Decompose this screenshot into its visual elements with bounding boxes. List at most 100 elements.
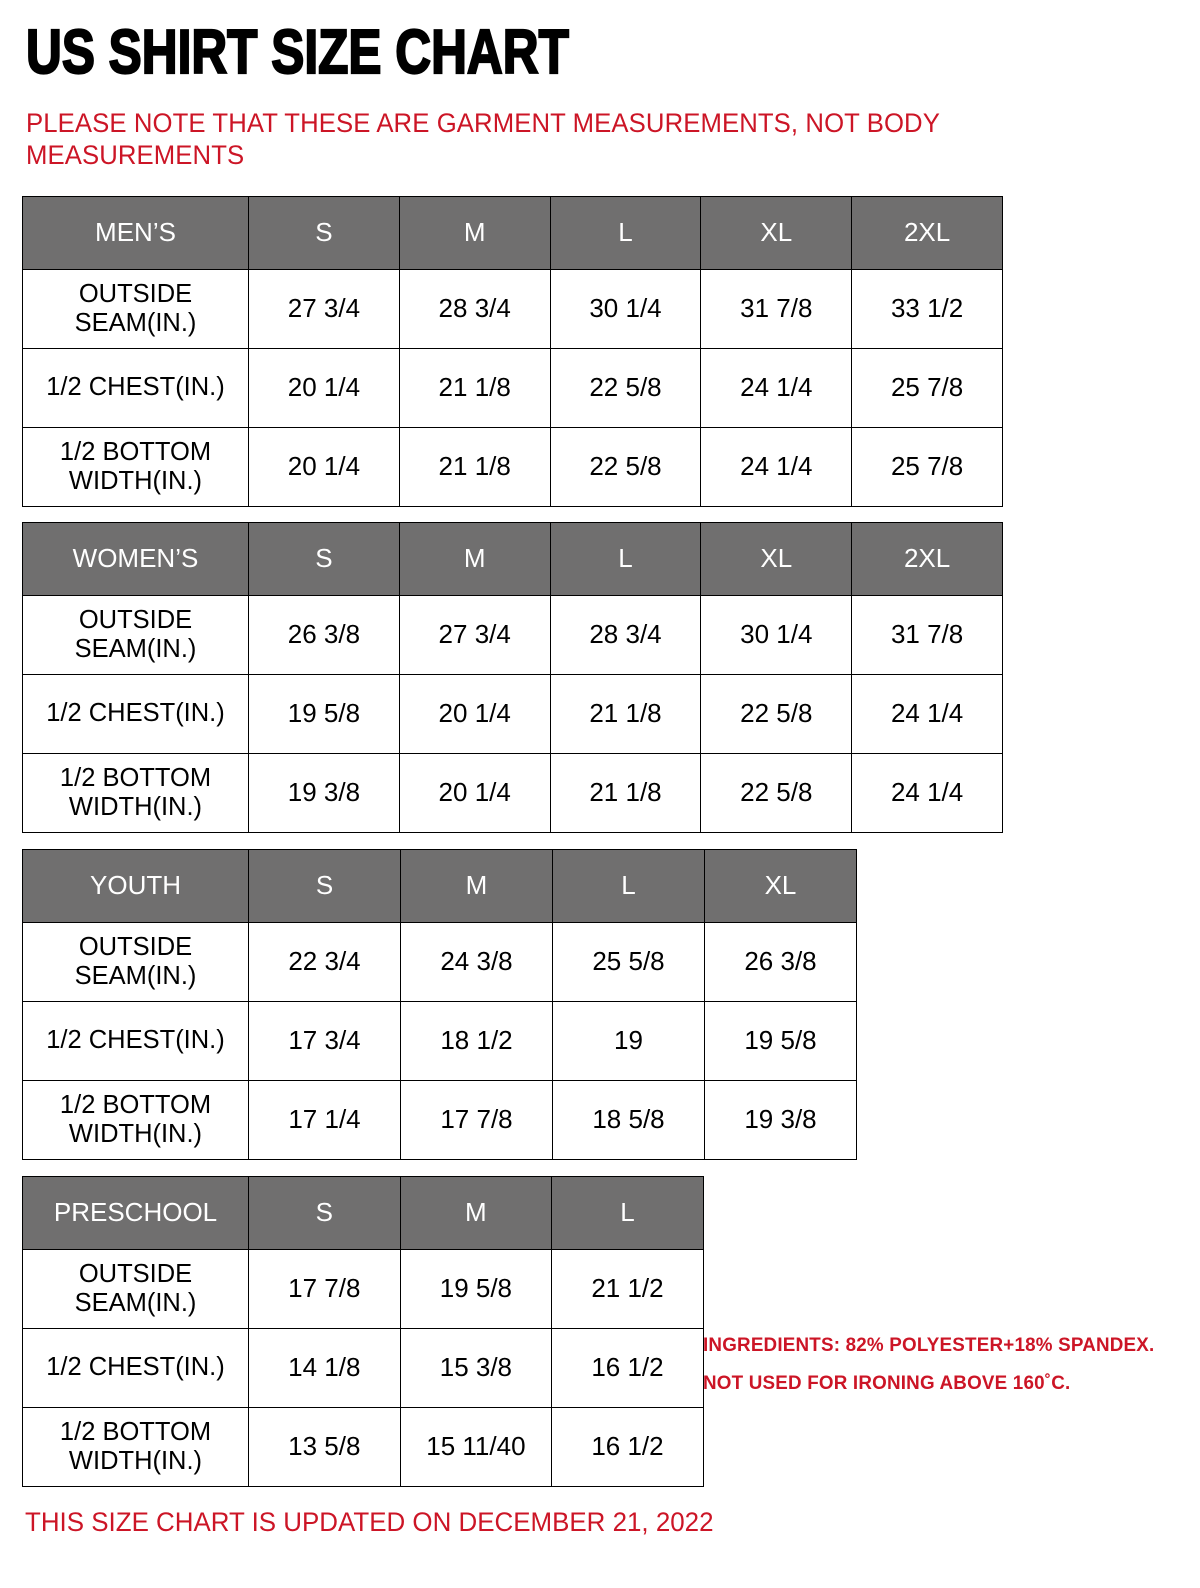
youth-header-s: S (248, 849, 401, 923)
cell-value: 15 11/40 (399, 1407, 553, 1487)
row-label-outside-seam: OUTSIDE SEAM(IN.) (22, 269, 249, 349)
table-row: OUTSIDE SEAM(IN.) 26 3/8 27 3/4 28 3/4 3… (22, 595, 1003, 675)
cell-value: 19 5/8 (704, 1001, 857, 1081)
row-label-line2: WIDTH(IN.) (68, 793, 203, 821)
cell-value: 22 5/8 (549, 348, 702, 428)
garment-measurement-note: PLEASE NOTE THAT THESE ARE GARMENT MEASU… (26, 108, 940, 170)
cell-value: 25 7/8 (851, 348, 1003, 428)
cell-value: 27 3/4 (248, 269, 400, 349)
womens-header-xl: XL (700, 522, 853, 596)
cell-value: 19 3/8 (704, 1080, 857, 1160)
mens-header-s: S (248, 196, 400, 270)
cell-value: 26 3/8 (704, 922, 857, 1002)
row-label-half-chest: 1/2 CHEST(IN.) (22, 1001, 249, 1081)
cell-value: 30 1/4 (700, 595, 853, 675)
cell-value: 22 3/4 (248, 922, 401, 1002)
row-label-half-chest: 1/2 CHEST(IN.) (22, 348, 249, 428)
cell-value: 21 1/8 (398, 348, 551, 428)
table-row: 1/2 BOTTOM WIDTH(IN.) 19 3/8 20 1/4 21 1… (22, 753, 1003, 833)
row-label-line1: 1/2 BOTTOM (59, 1417, 212, 1446)
mens-header-xl: XL (700, 196, 853, 270)
row-label-line1: OUTSIDE (78, 605, 193, 634)
womens-header-category: WOMEN’S (22, 522, 249, 596)
cell-value: 28 3/4 (398, 269, 551, 349)
cell-value: 20 1/4 (248, 348, 400, 428)
mens-header-2xl: 2XL (851, 196, 1003, 270)
cell-value: 17 1/4 (248, 1080, 401, 1160)
cell-value: 24 1/4 (851, 674, 1003, 754)
updated-date-note: THIS SIZE CHART IS UPDATED ON DECEMBER 2… (25, 1507, 714, 1537)
cell-value: 24 1/4 (851, 753, 1003, 833)
table-row: OUTSIDE SEAM(IN.) 22 3/4 24 3/8 25 5/8 2… (22, 922, 857, 1002)
womens-header-2xl: 2XL (851, 522, 1003, 596)
page-title: US SHIRT SIZE CHART (25, 18, 570, 87)
cell-value: 15 3/8 (399, 1328, 553, 1408)
row-label-line2: SEAM(IN.) (74, 635, 197, 663)
mens-size-table: MEN’S S M L XL 2XL OUTSIDE SEAM(IN.) 27 … (22, 196, 1003, 507)
table-row: 1/2 BOTTOM WIDTH(IN.) 13 5/8 15 11/40 16… (22, 1407, 704, 1487)
preschool-header-m: M (399, 1176, 553, 1250)
row-label-line1: 1/2 BOTTOM (59, 763, 212, 792)
row-label-half-bottom-width: 1/2 BOTTOM WIDTH(IN.) (22, 1407, 249, 1487)
row-label-line1: OUTSIDE (78, 1259, 193, 1288)
ingredients-note: INGREDIENTS: 82% POLYESTER+18% SPANDEX. … (703, 1327, 1178, 1403)
cell-value: 16 1/2 (551, 1407, 704, 1487)
table-row: OUTSIDE SEAM(IN.) 27 3/4 28 3/4 30 1/4 3… (22, 269, 1003, 349)
table-header-row: MEN’S S M L XL 2XL (22, 196, 1003, 270)
cell-value: 24 3/8 (400, 922, 553, 1002)
row-label-line1: 1/2 BOTTOM (59, 1090, 212, 1119)
mens-header-m: M (398, 196, 551, 270)
cell-value: 22 5/8 (549, 427, 702, 507)
cell-value: 18 1/2 (400, 1001, 553, 1081)
cell-value: 17 7/8 (248, 1249, 401, 1329)
cell-value: 19 5/8 (248, 674, 400, 754)
table-row: 1/2 CHEST(IN.) 19 5/8 20 1/4 21 1/8 22 5… (22, 674, 1003, 754)
cell-value: 20 1/4 (248, 427, 400, 507)
table-row: 1/2 CHEST(IN.) 17 3/4 18 1/2 19 19 5/8 (22, 1001, 857, 1081)
row-label-line2: WIDTH(IN.) (68, 467, 203, 495)
preschool-header-l: L (551, 1176, 704, 1250)
row-label-outside-seam: OUTSIDE SEAM(IN.) (22, 595, 249, 675)
cell-value: 25 5/8 (552, 922, 705, 1002)
mens-header-category: MEN’S (22, 196, 249, 270)
row-label-line2: SEAM(IN.) (74, 309, 197, 337)
preschool-header-category: PRESCHOOL (22, 1176, 249, 1250)
table-row: 1/2 CHEST(IN.) 20 1/4 21 1/8 22 5/8 24 1… (22, 348, 1003, 428)
youth-header-l: L (552, 849, 705, 923)
cell-value: 21 1/8 (549, 753, 702, 833)
cell-value: 13 5/8 (248, 1407, 401, 1487)
table-row: 1/2 BOTTOM WIDTH(IN.) 17 1/4 17 7/8 18 5… (22, 1080, 857, 1160)
cell-value: 25 7/8 (851, 427, 1003, 507)
ingredients-line-2: NOT USED FOR IRONING ABOVE 160˚C. (703, 1373, 1071, 1394)
womens-size-table: WOMEN’S S M L XL 2XL OUTSIDE SEAM(IN.) 2… (22, 522, 1003, 833)
cell-value: 16 1/2 (551, 1328, 704, 1408)
womens-header-l: L (549, 522, 702, 596)
cell-value: 20 1/4 (398, 753, 551, 833)
cell-value: 22 5/8 (700, 674, 853, 754)
cell-value: 17 3/4 (248, 1001, 401, 1081)
table-row: 1/2 BOTTOM WIDTH(IN.) 20 1/4 21 1/8 22 5… (22, 427, 1003, 507)
cell-value: 21 1/8 (398, 427, 551, 507)
cell-value: 22 5/8 (700, 753, 853, 833)
cell-value: 28 3/4 (549, 595, 702, 675)
row-label-outside-seam: OUTSIDE SEAM(IN.) (22, 922, 249, 1002)
table-header-row: PRESCHOOL S M L (22, 1176, 704, 1250)
row-label-half-bottom-width: 1/2 BOTTOM WIDTH(IN.) (22, 1080, 249, 1160)
table-row: 1/2 CHEST(IN.) 14 1/8 15 3/8 16 1/2 (22, 1328, 704, 1408)
mens-header-l: L (549, 196, 702, 270)
ingredients-line-1: INGREDIENTS: 82% POLYESTER+18% SPANDEX. (703, 1335, 1155, 1356)
cell-value: 31 7/8 (700, 269, 853, 349)
row-label-line1: 1/2 BOTTOM (59, 437, 212, 466)
cell-value: 19 5/8 (399, 1249, 553, 1329)
row-label-half-bottom-width: 1/2 BOTTOM WIDTH(IN.) (22, 427, 249, 507)
womens-header-s: S (248, 522, 400, 596)
row-label-half-chest: 1/2 CHEST(IN.) (22, 1328, 249, 1408)
cell-value: 27 3/4 (398, 595, 551, 675)
womens-header-m: M (398, 522, 551, 596)
row-label-outside-seam: OUTSIDE SEAM(IN.) (22, 1249, 249, 1329)
row-label-half-chest: 1/2 CHEST(IN.) (22, 674, 249, 754)
row-label-line1: OUTSIDE (78, 932, 193, 961)
preschool-header-s: S (248, 1176, 401, 1250)
row-label-half-bottom-width: 1/2 BOTTOM WIDTH(IN.) (22, 753, 249, 833)
